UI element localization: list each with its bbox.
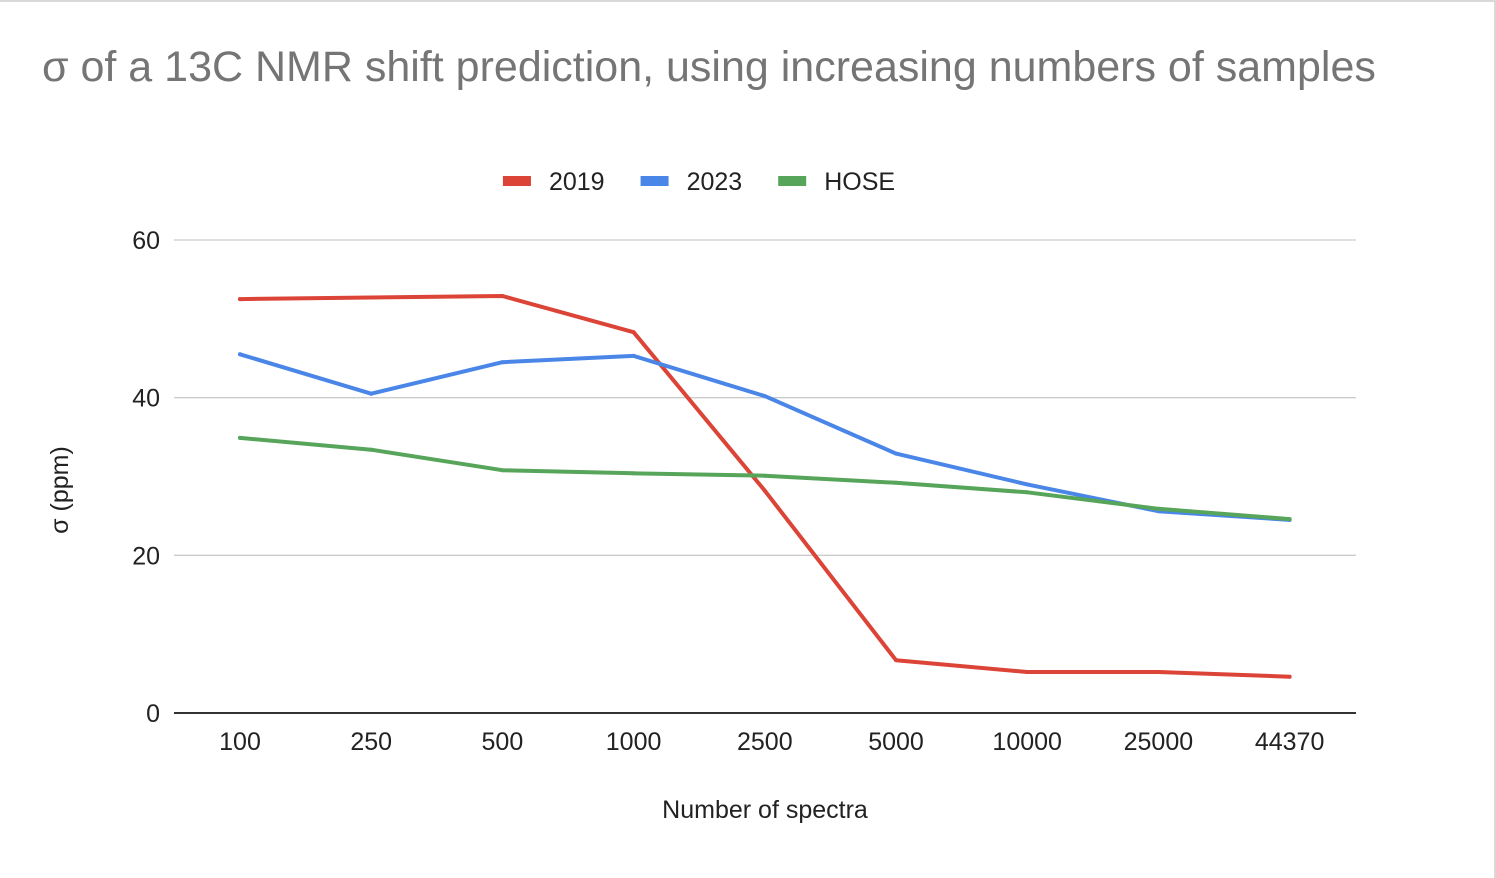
data-point-2023 (500, 360, 505, 365)
data-point-2019 (762, 488, 767, 493)
y-tick-label: 20 (132, 542, 160, 570)
x-tick-label: 2500 (737, 728, 793, 756)
y-axis-ticks: 0 20 40 60 (132, 227, 160, 728)
series-line-2023 (238, 352, 1292, 522)
y-tick-label: 0 (146, 700, 160, 728)
data-point-2023 (369, 391, 374, 396)
data-point-2019 (1025, 670, 1030, 675)
data-point-2019 (894, 658, 898, 663)
x-tick-label: 5000 (868, 728, 924, 756)
data-point-2023 (894, 451, 898, 456)
data-point-2019 (1287, 674, 1292, 679)
chart-gridlines (174, 239, 1356, 714)
data-point-2023 (631, 353, 636, 358)
data-point-hose (1025, 490, 1030, 495)
x-axis-title: Number of spectra (662, 796, 868, 824)
data-point-hose (762, 473, 767, 478)
series-line-hose (238, 435, 1292, 522)
x-axis-ticks: 100 250 500 1000 2500 5000 10000 25000 44370 (219, 728, 1324, 756)
data-point-hose (1287, 517, 1292, 522)
y-axis-title: σ (ppm) (46, 446, 74, 534)
legend-label-hose: HOSE (824, 168, 895, 196)
data-point-2019 (1156, 670, 1161, 675)
x-tick-label: 10000 (992, 728, 1062, 756)
data-point-2019 (238, 297, 242, 302)
x-tick-label: 25000 (1124, 728, 1194, 756)
data-point-2019 (369, 295, 374, 300)
data-point-2019 (631, 330, 636, 335)
chart-series (238, 293, 1292, 679)
data-point-hose (238, 435, 242, 440)
chart-legend: 2019 2023 HOSE (502, 168, 895, 196)
legend-swatch-hose (778, 176, 807, 186)
y-tick-label: 60 (132, 227, 160, 255)
x-tick-label: 500 (482, 728, 524, 756)
data-point-2023 (238, 352, 242, 357)
data-point-hose (369, 447, 374, 452)
data-point-2023 (762, 394, 767, 399)
chart-title: σ of a 13C NMR shift prediction, using i… (42, 43, 1376, 91)
x-tick-label: 1000 (606, 728, 662, 756)
legend-swatch-2019 (502, 176, 531, 186)
series-line-2019 (238, 294, 1292, 679)
data-point-hose (1156, 506, 1161, 511)
data-point-hose (631, 471, 636, 476)
data-point-hose (894, 480, 898, 485)
x-tick-label: 100 (219, 728, 261, 756)
x-tick-label: 250 (350, 728, 392, 756)
data-point-2019 (500, 293, 505, 298)
x-tick-label: 44370 (1255, 728, 1325, 756)
legend-swatch-2023 (640, 176, 669, 186)
data-point-hose (500, 468, 505, 473)
legend-label-2023: 2023 (687, 168, 743, 196)
legend-label-2019: 2019 (549, 168, 605, 196)
y-tick-label: 40 (132, 385, 160, 413)
data-point-2023 (1025, 482, 1030, 487)
